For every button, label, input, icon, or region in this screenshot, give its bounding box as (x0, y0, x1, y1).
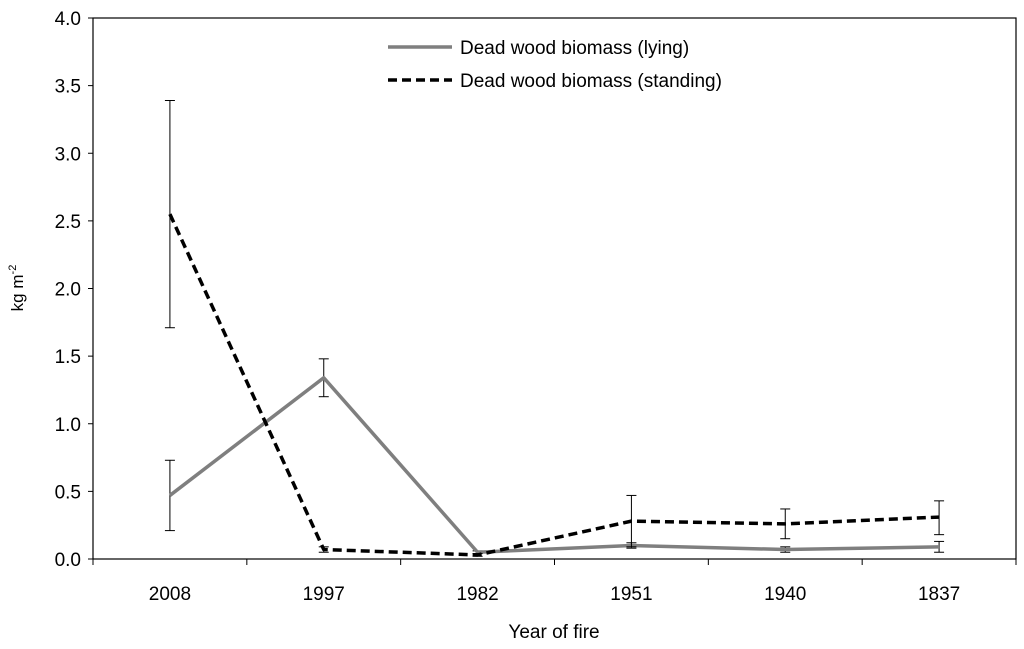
x-tick-label: 1837 (918, 584, 960, 605)
series-line (168, 376, 940, 554)
y-tick-label: 4.0 (55, 9, 81, 30)
x-tick-label: 1951 (610, 584, 652, 605)
legend-label: Dead wood biomass (standing) (460, 71, 722, 92)
series-line (168, 213, 940, 557)
x-tick-label: 1997 (303, 584, 345, 605)
y-tick-label: 0.0 (55, 550, 81, 571)
legend: Dead wood biomass (lying) Dead wood bioma… (388, 38, 722, 92)
series-standing (164, 100, 945, 557)
y-tick-label: 0.5 (55, 482, 81, 503)
y-tick-label: 1.0 (55, 415, 81, 436)
x-tick-label: 1982 (456, 584, 498, 605)
series-layer (164, 100, 945, 557)
x-axis: 2008 1997 1982 1951 1940 1837 (92, 559, 1017, 605)
y-axis: 0.0 0.5 1.0 1.5 2.0 2.5 3.0 3.5 4.0 (55, 9, 93, 571)
y-axis-label-exponent: -2 (7, 265, 19, 275)
y-tick-label: 3.5 (55, 77, 81, 98)
x-axis-label: Year of fire (508, 622, 599, 643)
y-axis-label-unit: kg m (8, 274, 27, 311)
plot-area (92, 17, 1017, 560)
y-tick-label: 2.5 (55, 212, 81, 233)
x-tick-label: 1940 (764, 584, 806, 605)
x-tick-label: 2008 (149, 584, 191, 605)
y-tick-label: 2.0 (55, 280, 81, 301)
legend-label: Dead wood biomass (lying) (460, 38, 689, 59)
y-axis-label: kg m-2 (7, 265, 27, 312)
y-tick-label: 1.5 (55, 347, 81, 368)
y-tick-label: 3.0 (55, 144, 81, 165)
